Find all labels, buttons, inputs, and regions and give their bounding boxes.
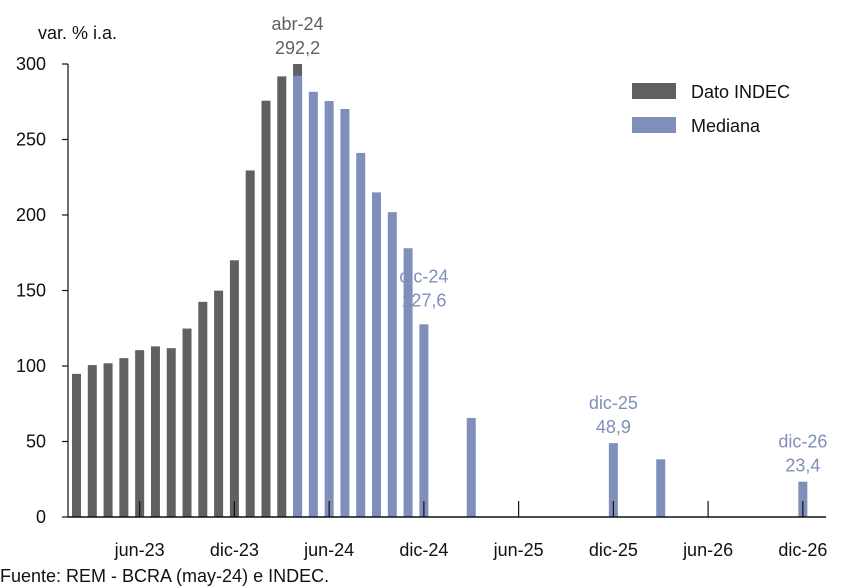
x-axis: jun-23 dic-23 jun-24 dic-24 jun-25 dic-25 jun-… (68, 501, 827, 560)
bar-mediana-abr-24 (293, 75, 303, 517)
y-tick-label: 200 (16, 205, 46, 225)
annotation-value-dic-26: 23,4 (785, 456, 820, 476)
x-tick-label-dic-24: dic-24 (399, 540, 448, 560)
bar-indec-nov-23 (214, 290, 224, 517)
bar-mediana-ago-24 (356, 152, 366, 517)
bar-indec-mar-24 (277, 76, 287, 517)
bar-indec-ene-24 (245, 170, 255, 517)
bar-indec-oct-23 (198, 301, 208, 517)
bar-indec-jul-23 (150, 346, 160, 517)
bar-mediana-mar-25 (466, 417, 476, 517)
bar-mediana-nov-24 (403, 248, 413, 517)
y-tick-label: 50 (26, 432, 46, 452)
bar-indec-mar-23 (87, 365, 97, 517)
y-tick-label: 250 (16, 130, 46, 150)
y-axis: 0 50 100 150 200 250 300 (16, 54, 69, 527)
bar-mediana-jun-24 (324, 100, 334, 518)
bar-mediana-sep-24 (372, 192, 382, 517)
bar-mediana-may-24 (308, 91, 318, 517)
annotation-date-dic-25: dic-25 (589, 393, 638, 413)
x-tick-label-jun-24: jun-24 (303, 540, 354, 560)
bar-mediana-dic-24 (419, 324, 429, 517)
bar-mediana-mar-26 (656, 459, 666, 517)
legend: Dato INDEC Mediana (632, 82, 790, 136)
bar-mediana-dic-25 (608, 443, 618, 517)
x-tick-label-dic-26: dic-26 (778, 540, 827, 560)
bar-mediana-oct-24 (387, 212, 397, 518)
x-tick-label-jun-23: jun-23 (114, 540, 165, 560)
annotations: abr-24 292,2 dic-24 127,6 dic-25 48,9 dic-26 23… (272, 14, 828, 476)
bar-indec-jun-23 (135, 350, 145, 517)
x-tick-label-jun-25: jun-25 (493, 540, 544, 560)
y-tick-label: 100 (16, 356, 46, 376)
bar-indec-may-23 (119, 358, 129, 517)
bar-indec-feb-24 (261, 100, 271, 518)
bar-indec-ago-23 (166, 348, 176, 517)
annotation-date-dic-24: dic-24 (399, 266, 448, 286)
y-tick-label: 300 (16, 54, 46, 74)
x-tick-label-dic-23: dic-23 (210, 540, 259, 560)
source-note: Fuente: REM - BCRA (may-24) e INDEC. (0, 566, 329, 586)
bars (72, 64, 808, 518)
y-tick-label: 0 (36, 507, 46, 527)
bar-indec-sep-23 (182, 328, 192, 517)
x-tick-label-jun-26: jun-26 (682, 540, 733, 560)
bar-indec-abr-23 (103, 363, 113, 517)
bar-indec-dic-23 (229, 260, 239, 517)
bar-mediana-jul-24 (340, 108, 350, 518)
annotation-date-dic-26: dic-26 (778, 432, 827, 452)
legend-swatch-mediana (632, 117, 676, 133)
bar-indec-feb-23 (72, 373, 81, 517)
annotation-value-abr-24: 292,2 (275, 38, 320, 58)
bar-mediana-dic-26 (798, 481, 808, 517)
annotation-value-dic-25: 48,9 (596, 417, 631, 437)
legend-swatch-indec (632, 83, 676, 99)
y-tick-label: 150 (16, 281, 46, 301)
annotation-date-abr-24: abr-24 (272, 14, 324, 34)
x-tick-label-dic-25: dic-25 (589, 540, 638, 560)
legend-label-indec: Dato INDEC (691, 82, 790, 102)
legend-label-mediana: Mediana (691, 116, 761, 136)
annotation-value-dic-24: 127,6 (401, 290, 446, 310)
y-axis-title: var. % i.a. (38, 23, 117, 43)
